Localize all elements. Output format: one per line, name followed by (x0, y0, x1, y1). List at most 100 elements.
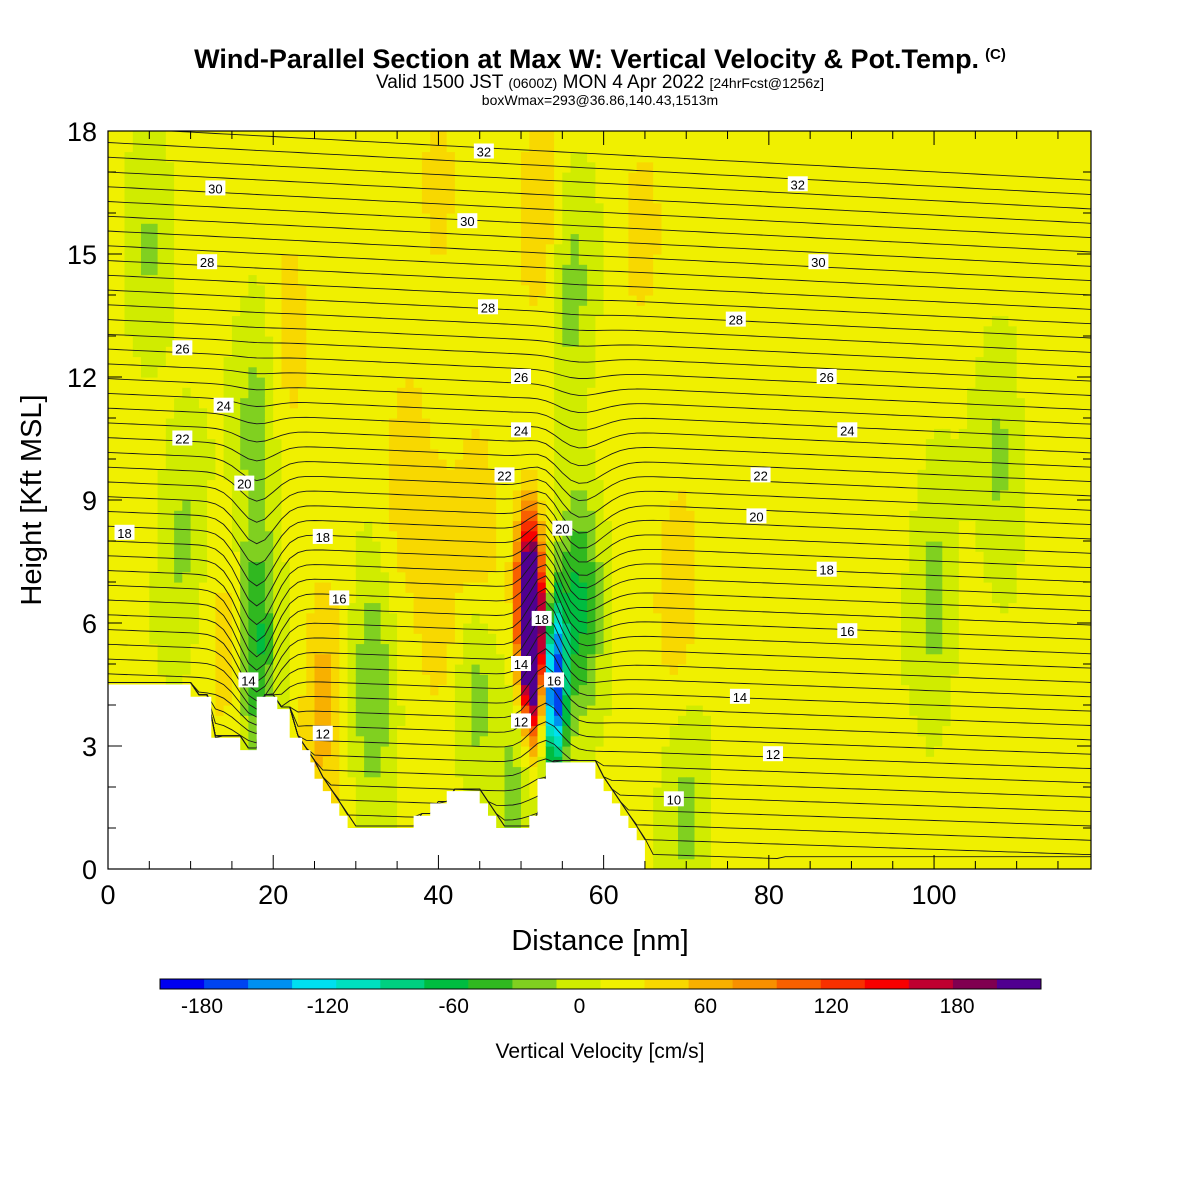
w-cell (149, 315, 159, 327)
w-cell (364, 787, 373, 798)
w-cell (116, 254, 126, 265)
w-cell (347, 233, 357, 245)
w-cell (611, 530, 621, 542)
w-cell (562, 500, 572, 511)
w-cell (207, 387, 216, 399)
w-cell (198, 561, 208, 573)
w-cell (446, 756, 456, 768)
w-cell (364, 592, 373, 604)
w-cell (331, 489, 340, 501)
w-cell (644, 735, 654, 747)
w-cell (488, 725, 497, 737)
w-cell (661, 213, 671, 224)
w-cell (281, 305, 291, 317)
w-cell (198, 213, 208, 224)
w-cell (488, 223, 497, 235)
w-cell (397, 254, 406, 265)
w-cell (611, 305, 621, 317)
w-cell (421, 643, 431, 655)
w-cell (644, 479, 654, 491)
w-cell (248, 541, 258, 552)
w-cell (570, 571, 580, 583)
w-cell (570, 551, 580, 563)
w-cell (479, 500, 489, 511)
w-cell (289, 500, 299, 511)
w-cell (628, 346, 638, 358)
w-cell (273, 233, 283, 245)
w-cell (430, 715, 440, 727)
w-cell (405, 418, 415, 429)
w-cell (339, 776, 349, 788)
w-cell (314, 602, 324, 614)
w-cell (512, 735, 522, 747)
w-cell (157, 254, 167, 265)
w-cell (438, 172, 448, 183)
w-cell (355, 715, 365, 727)
w-cell (314, 346, 324, 358)
w-cell (488, 715, 497, 727)
w-cell (240, 284, 250, 296)
w-cell (587, 284, 596, 296)
w-cell (165, 520, 175, 532)
w-cell (454, 202, 464, 214)
w-cell (281, 448, 291, 460)
w-cell (611, 438, 621, 450)
w-cell (636, 459, 646, 470)
w-cell (388, 151, 398, 163)
w-cell (108, 623, 117, 634)
w-cell (256, 582, 266, 593)
w-cell (240, 571, 250, 583)
w-cell (463, 387, 473, 399)
w-cell (446, 674, 456, 686)
w-cell (314, 623, 324, 634)
w-cell (157, 336, 167, 347)
w-cell (141, 254, 150, 265)
w-cell (157, 377, 167, 388)
w-cell (620, 325, 630, 337)
w-cell (289, 387, 299, 399)
w-cell (322, 161, 332, 173)
w-cell (198, 520, 208, 532)
w-cell (331, 315, 340, 327)
w-cell (207, 592, 216, 604)
w-cell (149, 674, 159, 686)
w-cell (537, 674, 547, 686)
w-cell (347, 787, 357, 798)
w-cell (413, 541, 423, 552)
w-cell (446, 336, 456, 347)
w-cell (669, 828, 679, 839)
w-cell (529, 284, 539, 296)
w-cell (306, 407, 316, 419)
w-cell (463, 192, 473, 204)
w-cell (504, 582, 514, 593)
w-cell (471, 715, 481, 727)
w-cell (678, 653, 687, 665)
w-cell (388, 664, 398, 675)
w-cell (306, 315, 316, 327)
w-cell (496, 305, 506, 317)
w-cell (108, 674, 117, 686)
w-cell (281, 612, 291, 624)
w-cell (215, 315, 225, 327)
w-cell (165, 325, 175, 337)
w-cell (248, 664, 258, 675)
w-cell (669, 479, 679, 491)
w-cell (306, 623, 316, 634)
w-cell (545, 489, 555, 501)
w-cell (281, 694, 291, 706)
w-cell (653, 233, 663, 245)
w-cell (190, 561, 200, 573)
w-cell (430, 541, 440, 552)
w-cell (661, 684, 671, 696)
w-cell (570, 172, 580, 183)
w-cell (529, 674, 539, 686)
w-cell (611, 407, 621, 419)
w-cell (273, 428, 283, 440)
w-cell (116, 202, 126, 214)
w-cell (141, 438, 150, 450)
w-cell (132, 346, 142, 358)
w-cell (438, 459, 448, 470)
w-cell (347, 377, 357, 388)
w-cell (446, 684, 456, 696)
w-cell (603, 735, 613, 747)
